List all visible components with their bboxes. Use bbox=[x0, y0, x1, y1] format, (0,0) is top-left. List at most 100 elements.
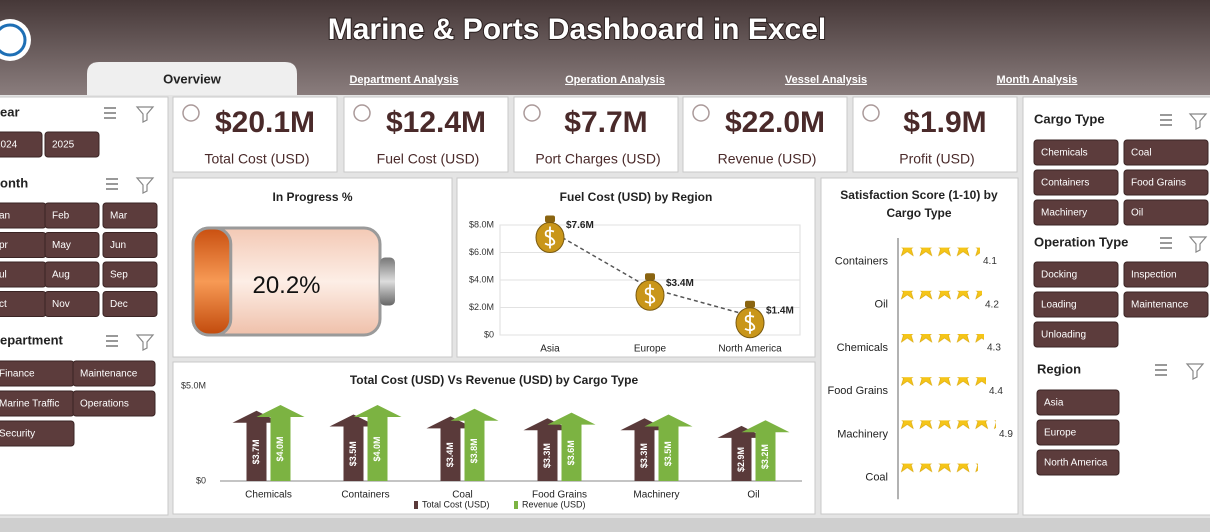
chart-title: In Progress % bbox=[272, 190, 352, 204]
slicer-item: Marine Traffic bbox=[0, 399, 59, 410]
slicer-button-bg bbox=[44, 232, 100, 258]
slicer-button[interactable]: 2024 bbox=[0, 131, 43, 158]
slicer-button[interactable]: May bbox=[44, 232, 100, 258]
y-tick-label: Containers bbox=[835, 256, 889, 268]
data-label: 4.1 bbox=[983, 256, 997, 267]
kpi-label: Profit (USD) bbox=[899, 151, 974, 167]
slicer-button[interactable]: ul bbox=[0, 261, 47, 288]
slicer-button[interactable]: Inspection bbox=[1123, 261, 1209, 288]
kpi-card bbox=[682, 96, 848, 173]
y-tick-label: Oil bbox=[875, 299, 888, 311]
data-label: $3.8M bbox=[469, 438, 479, 463]
star-bar bbox=[898, 420, 996, 449]
slicer-item: Containers bbox=[1041, 178, 1089, 189]
chart-title: Fuel Cost (USD) by Region bbox=[560, 190, 713, 204]
slicer-button[interactable]: Docking bbox=[1033, 261, 1119, 288]
slicer-button-bg bbox=[1036, 419, 1120, 446]
slicer-button[interactable]: ct bbox=[0, 291, 47, 317]
slicer-button[interactable]: Coal bbox=[1123, 139, 1209, 166]
slicer-button[interactable]: Finance bbox=[0, 360, 75, 387]
kpi-label: Fuel Cost (USD) bbox=[377, 151, 480, 167]
y-tick-label: Coal bbox=[865, 472, 888, 484]
slicer-item: Coal bbox=[1131, 148, 1152, 159]
slicer-button[interactable]: Chemicals bbox=[1033, 139, 1119, 166]
slicer-item: ct bbox=[0, 299, 7, 310]
y-tick-label: Chemicals bbox=[837, 342, 889, 354]
slicer-button[interactable]: Marine Traffic bbox=[0, 390, 75, 417]
bag-symbol bbox=[544, 226, 556, 249]
bag-knot bbox=[645, 273, 655, 281]
bag-knot bbox=[545, 215, 555, 223]
slicer-button-bg bbox=[102, 232, 158, 258]
x-tick-label: Asia bbox=[540, 344, 560, 355]
kpi-icon bbox=[692, 104, 710, 122]
slicer-item: Aug bbox=[52, 270, 70, 281]
x-tick-label: Coal bbox=[452, 490, 473, 501]
nav-tab[interactable]: Month Analysis bbox=[997, 74, 1078, 86]
slicer-button[interactable]: an bbox=[0, 202, 47, 229]
slicer-button[interactable]: Maintenance bbox=[1123, 291, 1209, 318]
slicer-button[interactable]: Loading bbox=[1033, 291, 1119, 318]
kpi-icon bbox=[353, 104, 371, 122]
data-label: $3.2M bbox=[760, 444, 770, 469]
slicer-button[interactable]: 2025 bbox=[44, 131, 100, 158]
slicer-button[interactable]: Oil bbox=[1123, 199, 1209, 226]
arrow-bar bbox=[547, 412, 596, 481]
slicer-item: Docking bbox=[1041, 270, 1077, 281]
kpi-value: $1.9M bbox=[903, 106, 986, 139]
slicer-button[interactable]: Sep bbox=[102, 261, 158, 288]
star-bar bbox=[898, 377, 986, 406]
kpi-label: Port Charges (USD) bbox=[535, 151, 660, 167]
slicer-item: Machinery bbox=[1041, 208, 1087, 219]
slicer-button[interactable]: Security bbox=[0, 420, 75, 447]
arrow-bar bbox=[329, 414, 378, 481]
filter-icon bbox=[1188, 113, 1208, 130]
data-label: $3.7M bbox=[251, 439, 261, 464]
slicer-button-bg bbox=[1123, 169, 1209, 196]
slicer-button[interactable]: Mar bbox=[102, 202, 158, 229]
slicer-button-bg bbox=[102, 202, 158, 229]
slicer-button[interactable]: Operations bbox=[72, 390, 156, 417]
slicer-button[interactable]: Food Grains bbox=[1123, 169, 1209, 196]
nav-tab[interactable]: Overview bbox=[163, 71, 222, 86]
slicer-button[interactable]: Nov bbox=[44, 291, 100, 317]
chart-title: Total Cost (USD) Vs Revenue (USD) by Car… bbox=[350, 373, 639, 387]
slicer-button[interactable]: Containers bbox=[1033, 169, 1119, 196]
progress-label: 20.2% bbox=[252, 272, 320, 299]
y-tick-label: Machinery bbox=[837, 428, 888, 440]
slicer-button[interactable]: pr bbox=[0, 232, 47, 258]
arrow-bar bbox=[644, 414, 693, 481]
slicer-button-bg bbox=[1033, 199, 1119, 226]
slicer-item: May bbox=[52, 240, 71, 251]
star-bar bbox=[898, 290, 982, 319]
slicer-button[interactable]: Dec bbox=[102, 291, 158, 317]
slicer-button[interactable]: Feb bbox=[44, 202, 100, 229]
slicer-button-bg bbox=[1033, 139, 1119, 166]
nav-tab[interactable]: Operation Analysis bbox=[565, 74, 665, 86]
slicer-title: Region bbox=[1037, 361, 1081, 376]
slicer-button[interactable]: Maintenance bbox=[72, 360, 156, 387]
nav-tab[interactable]: Vessel Analysis bbox=[785, 74, 867, 86]
bag-symbol bbox=[744, 311, 756, 334]
slicer-item: an bbox=[0, 211, 10, 222]
arrow-bar bbox=[256, 405, 305, 481]
slicer-title: Operation Type bbox=[1034, 234, 1128, 249]
slicer-button[interactable]: Europe bbox=[1036, 419, 1120, 446]
data-label: $3.5M bbox=[348, 441, 358, 466]
slicer-button[interactable]: Aug bbox=[44, 261, 100, 288]
nav-tab[interactable]: Department Analysis bbox=[349, 74, 458, 86]
data-label: 4.2 bbox=[985, 299, 999, 310]
slicer-button-bg bbox=[102, 261, 158, 288]
slicer-button[interactable]: Jun bbox=[102, 232, 158, 258]
slicer-button[interactable]: Asia bbox=[1036, 389, 1120, 416]
slicer-button[interactable]: Unloading bbox=[1033, 321, 1119, 348]
slicer-button[interactable]: Machinery bbox=[1033, 199, 1119, 226]
y-tick-label: $0 bbox=[196, 475, 206, 485]
battery-cap bbox=[380, 257, 395, 306]
chart-title: Satisfaction Score (1-10) by Cargo Type bbox=[840, 188, 998, 220]
legend-label: Revenue (USD) bbox=[522, 499, 586, 509]
slicer-button[interactable]: North America bbox=[1036, 449, 1120, 476]
slicer-button-bg bbox=[1033, 169, 1119, 196]
slicer-button-bg bbox=[44, 202, 100, 229]
slicer-item: Maintenance bbox=[1131, 300, 1189, 311]
